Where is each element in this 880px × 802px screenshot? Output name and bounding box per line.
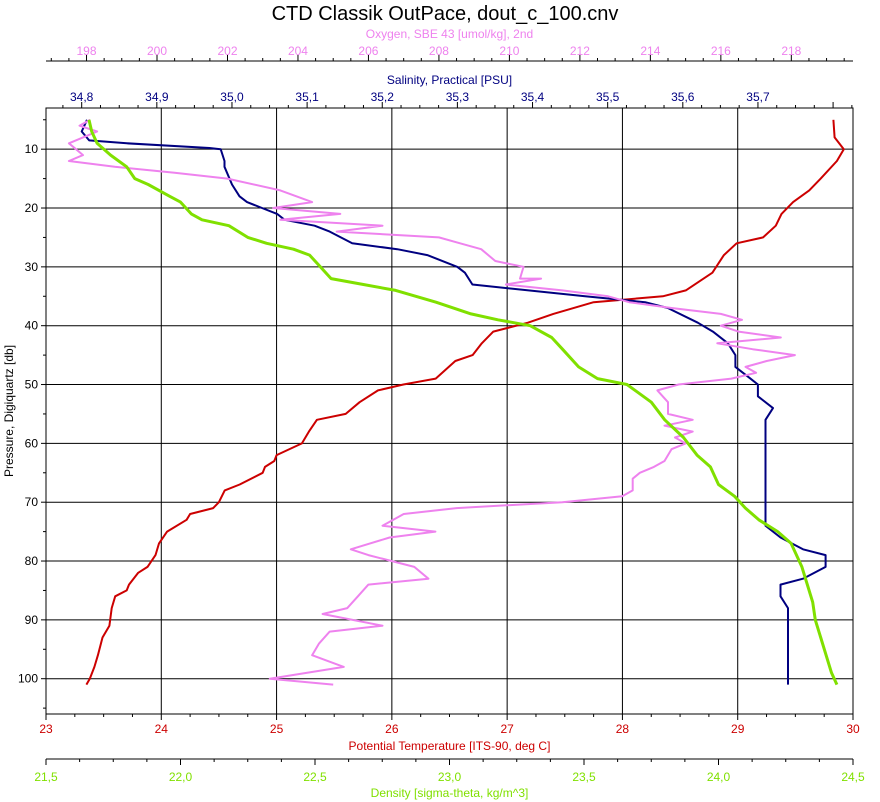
density-tick-label: 21,5	[34, 770, 58, 784]
salinity-tick-label: 34,8	[70, 90, 94, 104]
density-series-line	[87, 119, 839, 686]
pressure-tick-label: 40	[25, 319, 39, 333]
salinity-tick-label: 35,4	[521, 90, 545, 104]
oxygen-tick-label: 204	[288, 44, 308, 58]
salinity-tick-label: 34,9	[145, 90, 169, 104]
pressure-tick-label: 90	[25, 613, 39, 627]
salinity-tick-label: 35,6	[671, 90, 695, 104]
oxygen-tick-label: 218	[781, 44, 801, 58]
oxygen-tick-label: 198	[77, 44, 97, 58]
temperature-axis-label: Potential Temperature [ITS-90, deg C]	[349, 739, 551, 753]
axes: 10 20 30 40 50 60 70 80 90 100 Pressure, Digiquart…	[2, 27, 865, 800]
density-tick-label: 22,5	[303, 770, 327, 784]
salinity-tick-label: 35,7	[746, 90, 770, 104]
density-tick-label: 22,0	[169, 770, 193, 784]
salinity-tick-label: 35,5	[596, 90, 620, 104]
pressure-tick-label: 30	[25, 260, 39, 274]
temperature-tick-label: 28	[616, 722, 630, 736]
pressure-tick-label: 60	[25, 436, 39, 450]
oxygen-tick-label: 214	[640, 44, 660, 58]
density-tick-label: 23,0	[438, 770, 462, 784]
oxygen-axis-label: Oxygen, SBE 43 [umol/kg], 2nd	[366, 27, 533, 41]
oxygen-tick-label: 208	[429, 44, 449, 58]
temperature-tick-label: 24	[155, 722, 169, 736]
oxygen-tick-label: 206	[358, 44, 378, 58]
salinity-tick-label: 35,1	[295, 90, 319, 104]
temperature-tick-label: 27	[500, 722, 514, 736]
salinity-tick-label: 35,0	[220, 90, 244, 104]
oxygen-series-line	[67, 118, 796, 686]
temperature-tick-label: 30	[846, 722, 860, 736]
oxygen-tick-label: 212	[570, 44, 590, 58]
pressure-tick-label: 20	[25, 201, 39, 215]
oxygen-tick-label: 202	[217, 44, 237, 58]
temperature-tick-label: 25	[270, 722, 284, 736]
temperature-tick-label: 23	[39, 722, 53, 736]
density-tick-label: 24,5	[841, 770, 865, 784]
density-tick-label: 23,5	[572, 770, 596, 784]
salinity-tick-label: 35,3	[446, 90, 470, 104]
salinity-series-line	[80, 119, 827, 685]
plot-frame-group	[45, 107, 854, 715]
oxygen-tick-label: 200	[147, 44, 167, 58]
pressure-tick-label: 70	[25, 495, 39, 509]
temperature-tick-label: 26	[385, 722, 399, 736]
pressure-tick-label: 80	[25, 554, 39, 568]
oxygen-tick-label: 216	[711, 44, 731, 58]
density-tick-label: 24,0	[707, 770, 731, 784]
pressure-tick-label: 10	[25, 142, 39, 156]
density-axis-label: Density [sigma-theta, kg/m^3]	[371, 786, 529, 800]
temperature-series-line	[85, 119, 845, 686]
pressure-axis-label: Pressure, Digiquartz [db]	[2, 345, 16, 477]
data-series	[67, 118, 845, 686]
oxygen-tick-label: 210	[499, 44, 519, 58]
pressure-tick-label: 100	[18, 672, 38, 686]
grid	[46, 108, 853, 714]
plot-frame	[45, 107, 854, 715]
salinity-tick-label: 35,2	[371, 90, 395, 104]
pressure-tick-label: 50	[25, 378, 39, 392]
temperature-tick-label: 29	[731, 722, 745, 736]
salinity-axis-label: Salinity, Practical [PSU]	[387, 73, 512, 87]
chart-title: CTD Classik OutPace, dout_c_100.cnv	[272, 3, 619, 25]
